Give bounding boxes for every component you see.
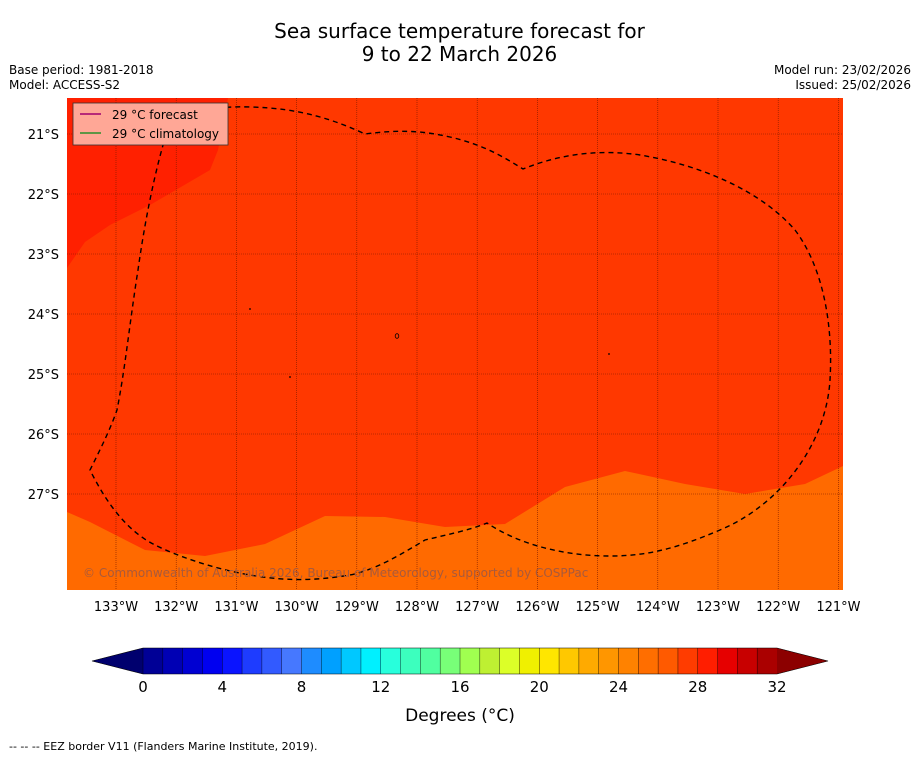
meta-left: Base period: 1981-2018 Model: ACCESS-S2	[9, 63, 154, 93]
lon-label: 127°W	[455, 600, 499, 615]
issued-date: Issued: 25/02/2026	[795, 78, 911, 92]
meta-right: Model run: 23/02/2026 Issued: 25/02/2026	[774, 63, 911, 93]
colorbar-outline	[91, 647, 829, 675]
colorbar-cell	[242, 648, 263, 674]
colorbar-title: Degrees (°C)	[405, 706, 515, 726]
copyright-text: © Commonwealth of Australia 2026, Bureau…	[83, 566, 588, 580]
lat-label: 22°S	[28, 188, 59, 203]
lon-label: 132°W	[154, 600, 198, 615]
sst-map: © Commonwealth of Australia 2026, Bureau…	[67, 98, 843, 590]
colorbar-cell	[360, 648, 382, 674]
lon-label: 125°W	[576, 600, 620, 615]
colorbar-cell	[341, 648, 362, 674]
model-name: Model: ACCESS-S2	[9, 78, 121, 92]
colorbar-cell	[162, 648, 183, 674]
colorbar-cell	[638, 648, 659, 674]
lon-label: 131°W	[214, 600, 258, 615]
colorbar-cell	[578, 648, 599, 674]
legend-box	[72, 102, 229, 146]
colorbar-cell	[559, 648, 580, 674]
island-marker	[608, 353, 610, 355]
sst-field-cool	[67, 466, 843, 590]
lon-label: 130°W	[275, 600, 319, 615]
longitude-labels: 133°W 132°W 131°W 130°W 129°W 128°W 127°W 126°W…	[94, 600, 861, 615]
colorbar-cell	[479, 648, 500, 674]
colorbar-cell	[460, 648, 481, 674]
legend-label-climatology: 29 °C climatology	[112, 127, 219, 141]
lon-label: 133°W	[94, 600, 138, 615]
colorbar-cell	[380, 648, 401, 674]
colorbar-cell	[182, 648, 203, 674]
colorbar-tick-label: 12	[371, 678, 390, 696]
colorbar-cell	[400, 648, 421, 674]
eez-border	[89, 106, 832, 581]
colorbar-cell	[143, 648, 164, 674]
lon-label: 128°W	[395, 600, 439, 615]
lat-label: 26°S	[28, 428, 59, 443]
colorbar-tick-label: 4	[217, 678, 227, 696]
lat-label: 23°S	[28, 248, 59, 263]
colorbar-cell	[321, 648, 342, 674]
latitude-labels: 21°S 22°S 23°S 24°S 25°S 26°S 27°S	[28, 128, 59, 503]
footer-note: -- -- -- EEZ border V11 (Flanders Marine…	[9, 740, 318, 753]
colorbar-cell	[677, 648, 699, 674]
colorbar-cell	[420, 648, 441, 674]
colorbar-tick-label: 0	[138, 678, 148, 696]
colorbar-cell	[658, 648, 679, 674]
legend-label-forecast: 29 °C forecast	[112, 108, 198, 122]
chart-title-line2: 9 to 22 March 2026	[361, 42, 558, 66]
gridlines	[67, 98, 843, 590]
lon-label: 123°W	[696, 600, 740, 615]
lat-label: 21°S	[28, 128, 59, 143]
lat-label: 24°S	[28, 308, 59, 323]
colorbar-cell	[618, 648, 639, 674]
colorbar: 0 4 8 12 16 20 24 28 32 Degrees (°C)	[91, 647, 829, 726]
colorbar-tick-label: 24	[609, 678, 628, 696]
lon-label: 124°W	[636, 600, 680, 615]
colorbar-cell	[598, 648, 619, 674]
colorbar-tick-label: 16	[450, 678, 469, 696]
colorbar-tick-label: 20	[530, 678, 549, 696]
colorbar-cell	[697, 648, 718, 674]
lat-label: 25°S	[28, 368, 59, 383]
base-period: Base period: 1981-2018	[9, 63, 154, 77]
colorbar-cell	[757, 648, 778, 674]
colorbar-cell	[281, 648, 302, 674]
island-marker	[249, 308, 251, 310]
chart-title-line1: Sea surface temperature forecast for	[274, 19, 645, 43]
colorbar-cell	[737, 648, 758, 674]
colorbar-cell	[440, 648, 461, 674]
colorbar-tick-label: 28	[688, 678, 707, 696]
lon-label: 121°W	[816, 600, 860, 615]
colorbar-cell	[222, 648, 243, 674]
lon-label: 122°W	[756, 600, 800, 615]
colorbar-cell	[301, 648, 322, 674]
colorbar-cell	[717, 648, 738, 674]
colorbar-tick-label: 32	[767, 678, 786, 696]
colorbar-cell	[499, 648, 520, 674]
colorbar-high-arrow	[777, 648, 828, 674]
colorbar-tick-label: 8	[297, 678, 307, 696]
lat-label: 27°S	[28, 488, 59, 503]
map-legend: 29 °C forecast 29 °C climatology	[72, 102, 229, 146]
island-marker	[394, 333, 400, 339]
colorbar-cell	[519, 648, 540, 674]
colorbar-cell	[261, 648, 282, 674]
colorbar-cell	[202, 648, 223, 674]
colorbar-low-arrow	[92, 648, 143, 674]
colorbar-cell	[539, 648, 560, 674]
lon-label: 126°W	[515, 600, 559, 615]
lon-label: 129°W	[335, 600, 379, 615]
island-marker	[289, 376, 291, 378]
model-run: Model run: 23/02/2026	[773, 63, 911, 77]
